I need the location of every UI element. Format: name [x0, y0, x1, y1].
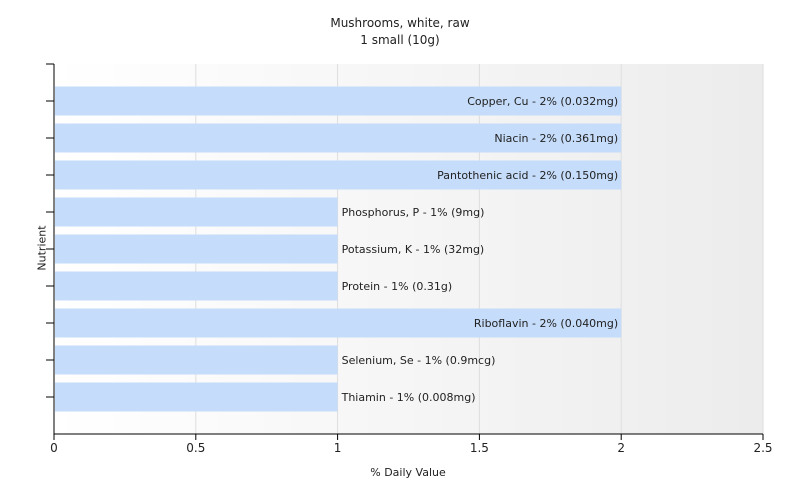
- data-label: Phosphorus, P - 1% (9mg): [342, 206, 485, 219]
- x-tick-label: 2: [617, 441, 625, 455]
- chart-title: Mushrooms, white, raw: [330, 16, 470, 30]
- bar: [55, 160, 622, 190]
- x-tick-label: 0.5: [186, 441, 205, 455]
- bar: [55, 308, 622, 338]
- data-label: Pantothenic acid - 2% (0.150mg): [437, 169, 618, 182]
- bar: [55, 382, 338, 412]
- data-label: Selenium, Se - 1% (0.9mcg): [342, 354, 496, 367]
- data-label: Thiamin - 1% (0.008mg): [341, 391, 476, 404]
- data-label: Potassium, K - 1% (32mg): [342, 243, 485, 256]
- x-tick-label: 0: [50, 441, 58, 455]
- bar: [55, 271, 338, 301]
- bar: [55, 234, 338, 264]
- data-label: Riboflavin - 2% (0.040mg): [474, 317, 618, 330]
- chart-subtitle: 1 small (10g): [360, 33, 440, 47]
- bar: [55, 197, 338, 227]
- data-label: Niacin - 2% (0.361mg): [494, 132, 618, 145]
- data-label: Protein - 1% (0.31g): [342, 280, 453, 293]
- bar: [55, 86, 622, 116]
- data-label: Copper, Cu - 2% (0.032mg): [467, 95, 618, 108]
- x-tick-label: 1: [334, 441, 342, 455]
- x-tick-label: 1.5: [470, 441, 489, 455]
- x-tick-label: 2.5: [753, 441, 772, 455]
- x-axis-label: % Daily Value: [370, 466, 446, 479]
- bar: [55, 345, 338, 375]
- bar: [55, 123, 622, 153]
